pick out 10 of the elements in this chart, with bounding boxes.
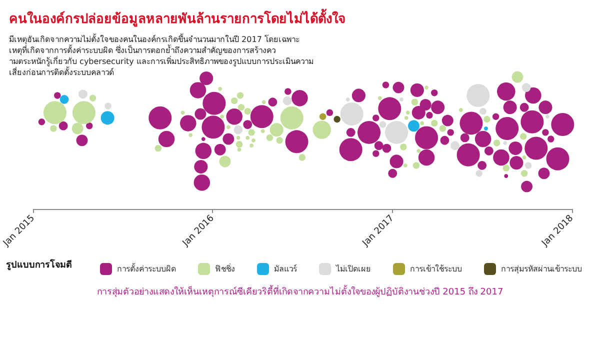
chart-subtitle: มีเหตุอันเกิดจากความไม่ตั้งใจของคนในองค์กรเกิดขึ้นจำนวนมากในปี 2017 โดยเฉพาะเหตุที่เกิดจากการตั้งค่าระบบผิด ซึ่งเป็นการตอกย้ำถึงความสำคัญของการสร้างความตระหนักรู้เกี่ยวกับ cybersecurity และการเพิ่มประสิทธิภาพของรูปแบบการประเมินความเสี่ยงก่อนการติดตั้งระบบคลาวด์ — [9, 33, 314, 77]
legend-label: ไม่เปิดเผย — [335, 264, 371, 274]
legend-label: การสุ่มรหัสผ่านเข้าระบบ — [501, 264, 582, 274]
legend-label: การเข้าใช้ระบบ — [410, 264, 462, 274]
text: การสุ่มตัวอย่างแสดงให้เห็นเหตุการณ์ซีเคียวริตี้ที่เกิดจากความไม่ตั้งใจของผู้ปฏิบัติงานช่วงปี 2015 ถึง 2017 — [96, 284, 504, 298]
legend-label: มัลแวร์ — [274, 264, 298, 274]
legend-label: ฟิชชิ่ง — [215, 262, 235, 274]
legend-label: การตั้งค่าระบบผิด — [117, 262, 176, 274]
legend-title: รูปแบบการโจมตี — [6, 258, 72, 270]
chart-title: คนในองค์กรปล่อยข้อมูลหลายพันล้านรายการโดยไม่ได้ตั้งใจ — [9, 8, 346, 27]
